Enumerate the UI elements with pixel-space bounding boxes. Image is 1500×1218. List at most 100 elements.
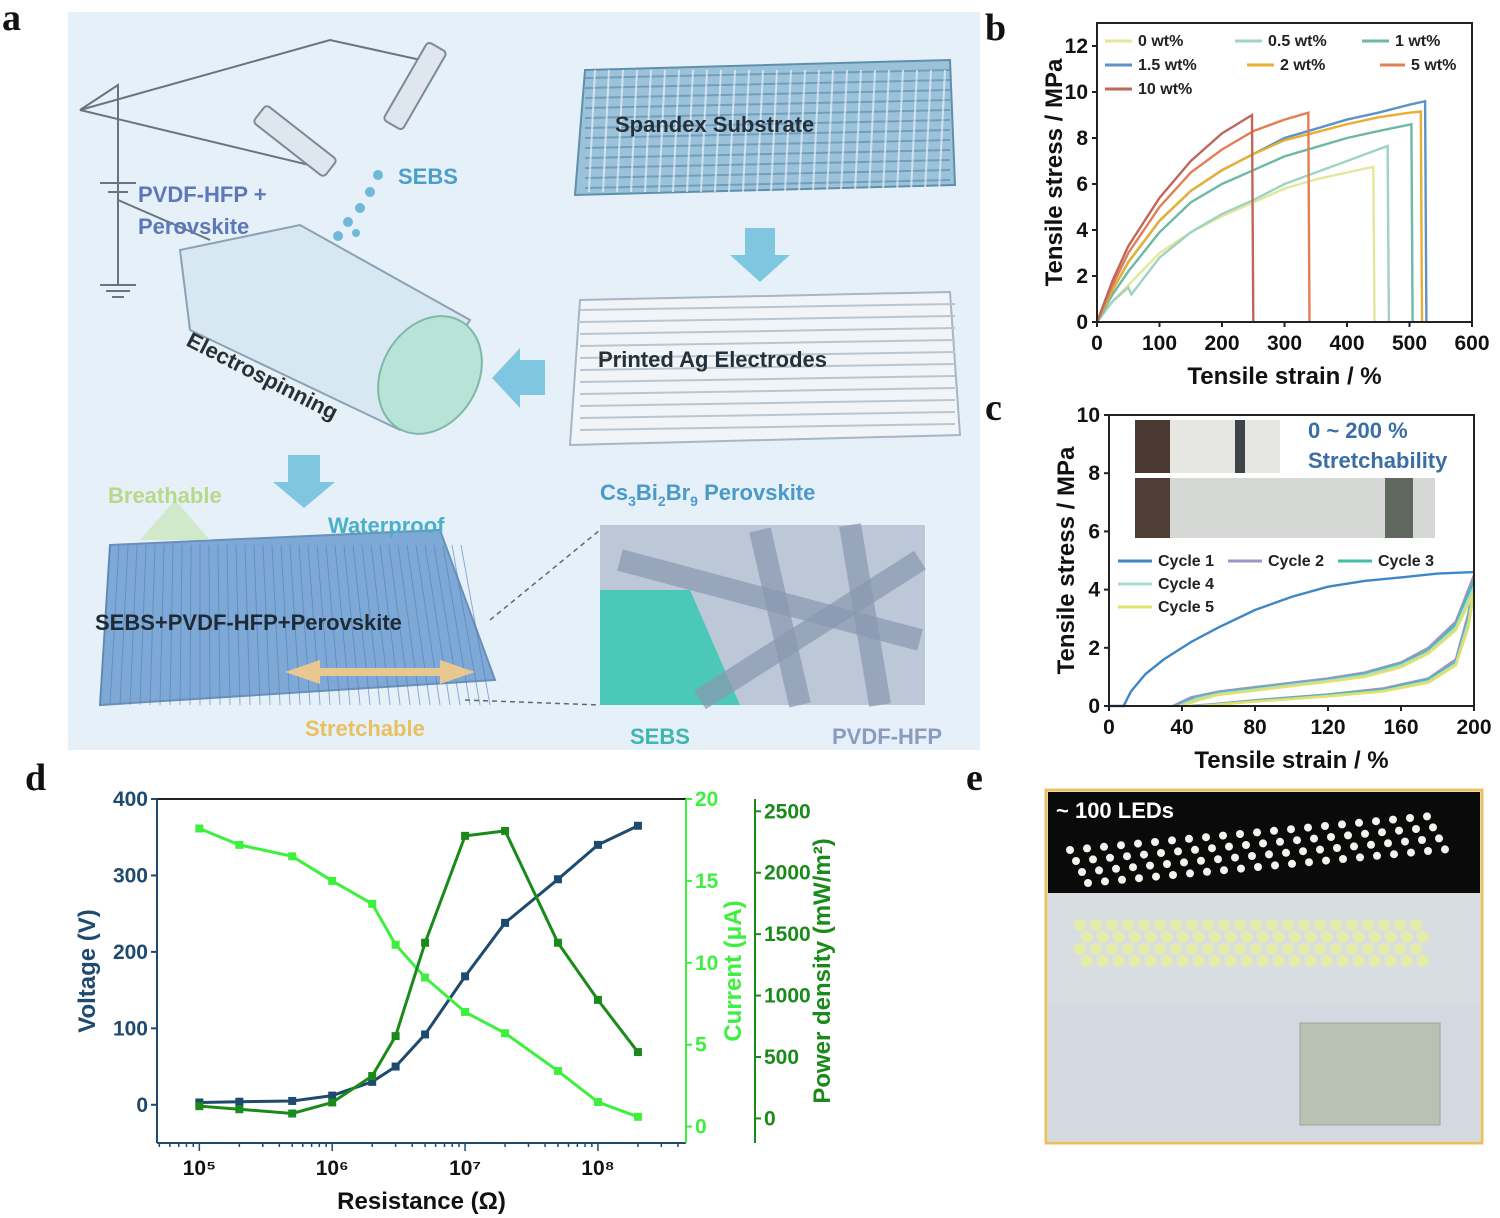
spandex-label: Spandex Substrate [615, 112, 814, 137]
electrode-texture [579, 351, 956, 359]
y-tick-label: 8 [1076, 127, 1088, 150]
led [1193, 931, 1205, 943]
fabric-thread [584, 109, 951, 119]
legend-label: Cycle 5 [1158, 599, 1214, 616]
led [1081, 955, 1093, 967]
legend-label: 10 wt% [1138, 81, 1192, 98]
data-point-marker [633, 821, 642, 830]
led-light [1118, 875, 1126, 884]
led-light [1180, 858, 1188, 867]
fiber [352, 544, 371, 706]
fiber [397, 544, 421, 706]
legend-label: 1.5 wt% [1138, 57, 1197, 74]
data-point-marker [328, 1098, 337, 1107]
data-point-marker [501, 1029, 510, 1038]
led-light [1378, 828, 1386, 837]
led-light [1197, 856, 1205, 865]
led-light [1270, 826, 1278, 835]
fiber [451, 544, 481, 706]
data-point-marker [391, 940, 400, 949]
led [1362, 943, 1374, 955]
fiber [99, 544, 111, 706]
led [1218, 943, 1230, 955]
led [1161, 931, 1173, 943]
led-light [1412, 825, 1420, 833]
led-light [1316, 845, 1324, 854]
stretch-annotation-1: 0 ~ 200 % [1308, 418, 1408, 443]
fabric-thread [672, 69, 680, 193]
led-light [1083, 844, 1091, 853]
led-light [1389, 815, 1397, 824]
x-tick-label: 400 [1329, 332, 1364, 355]
led-caption: ~ 100 LEDs [1056, 798, 1174, 823]
led-light [1338, 820, 1346, 829]
led [1321, 955, 1333, 967]
led-light [1254, 863, 1262, 871]
fiber [244, 544, 251, 706]
led [1417, 931, 1429, 943]
legend-label: 0 wt% [1138, 33, 1183, 50]
fabric-thread [584, 139, 951, 149]
led-light [1293, 836, 1301, 845]
led [1225, 955, 1237, 967]
led-light [1276, 837, 1284, 846]
led-light [1134, 839, 1142, 848]
led [1074, 919, 1086, 931]
fabric-thread [896, 69, 904, 193]
led-light [1355, 818, 1363, 827]
led [1346, 943, 1358, 955]
x-tick-label: 0 [1091, 332, 1103, 355]
led-light [1135, 874, 1143, 883]
fiber [208, 544, 211, 706]
led-light [1304, 823, 1312, 832]
x-axis-label: Resistance (Ω) [337, 1188, 506, 1215]
y-axis-label-0: Voltage (V) [74, 909, 101, 1033]
series-line-2-wt- [1095, 110, 1424, 323]
y-tick-label: 500 [764, 1046, 799, 1069]
pvdf-perovskite-label-2: Perovskite [138, 214, 249, 239]
fiber [139, 544, 147, 706]
fiber [179, 544, 183, 706]
breathable-label: Breathable [108, 483, 222, 508]
led [1145, 955, 1157, 967]
led-light [1423, 812, 1431, 821]
led-light [1157, 849, 1165, 857]
breathable-arrow-icon [140, 500, 210, 540]
x-tick-label: 200 [1204, 332, 1239, 355]
data-point-marker [421, 1030, 430, 1039]
led-light [1344, 831, 1352, 840]
legend-label: Cycle 1 [1158, 553, 1214, 570]
electrode-texture [579, 339, 956, 347]
data-point-marker [391, 1032, 400, 1041]
fabric-thread [756, 69, 764, 193]
x-tick-label: 100 [1142, 332, 1177, 355]
led [1330, 919, 1342, 931]
y-tick-label: 2 [1076, 265, 1088, 288]
led [1202, 919, 1214, 931]
series-line-Cycle-5 [1181, 591, 1476, 708]
led-light [1322, 856, 1330, 865]
plot-frame [1108, 414, 1475, 707]
y-tick-label: 10 [695, 952, 718, 975]
led [1161, 955, 1173, 967]
led [1081, 931, 1093, 943]
led [1257, 955, 1269, 967]
pvdf-inset-label: PVDF-HFP [832, 724, 942, 749]
legend-label: Cycle 2 [1268, 553, 1324, 570]
fabric-thread [798, 69, 806, 193]
syringe-icon [253, 41, 447, 177]
led-light [1367, 840, 1375, 849]
data-point-marker [195, 1102, 204, 1111]
fabric-thread [938, 69, 946, 193]
x-tick-label: 200 [1456, 716, 1491, 739]
led [1298, 919, 1310, 931]
electrode-texture [579, 315, 956, 323]
y-tick-label: 10 [1077, 404, 1100, 427]
led-light [1305, 858, 1313, 867]
device-patch [1299, 1022, 1441, 1126]
nanofiber [694, 550, 926, 710]
led-light [1406, 814, 1414, 822]
led-light [1140, 850, 1148, 859]
sebs-inset-label: SEBS [630, 724, 690, 749]
